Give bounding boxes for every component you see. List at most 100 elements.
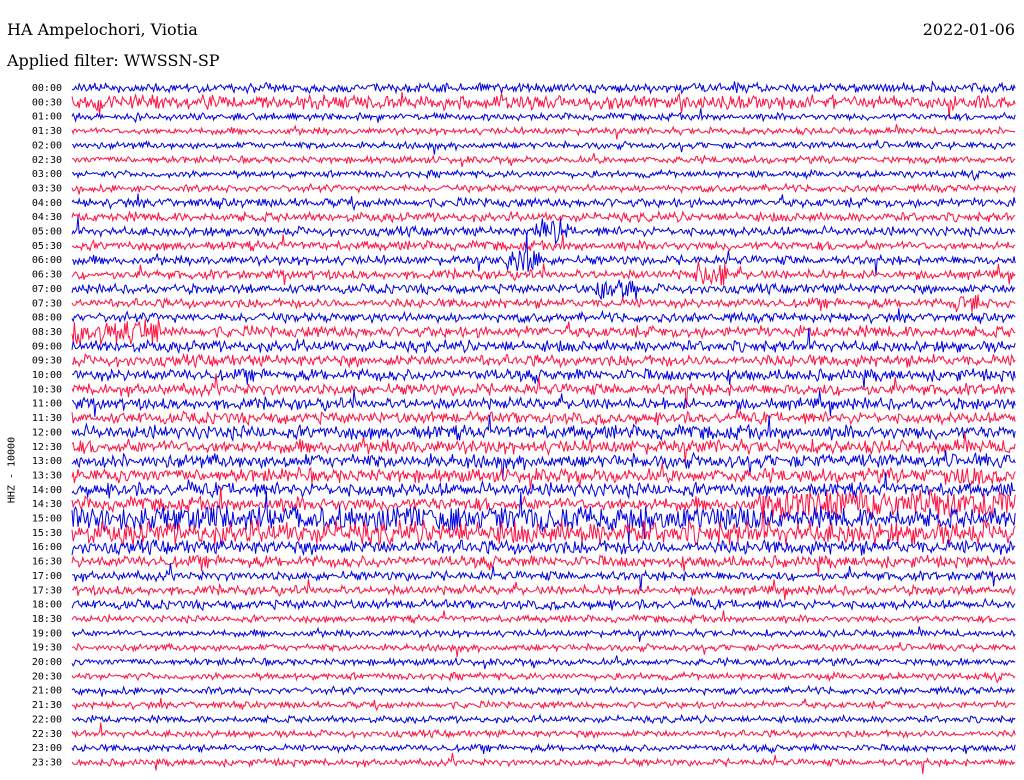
row-labels: 00:00 00:30 01:00 01:30 02:00 02:30 03:00 03:30… xyxy=(32,83,62,768)
trace-row-0300 xyxy=(71,168,1016,182)
trace-row-1830 xyxy=(71,610,1016,625)
row-label-0300: 03:00 xyxy=(32,169,62,180)
trace-row-0330 xyxy=(71,182,1016,195)
station-title: HA Ampelochori, Viotia xyxy=(7,20,198,39)
row-label-0400: 04:00 xyxy=(32,198,62,209)
trace-row-1930 xyxy=(71,642,1016,657)
trace-row-1800 xyxy=(71,595,1016,612)
row-label-1830: 18:30 xyxy=(32,614,62,625)
trace-row-2200 xyxy=(71,713,1016,725)
trace-row-1500 xyxy=(71,491,1016,545)
row-label-2100: 21:00 xyxy=(32,686,62,697)
row-label-0800: 08:00 xyxy=(32,313,62,324)
row-label-1900: 19:00 xyxy=(32,628,62,639)
trace-row-0400 xyxy=(71,193,1016,212)
row-label-1500: 15:00 xyxy=(32,514,62,525)
trace-row-0630 xyxy=(71,261,1016,286)
trace-row-0200 xyxy=(71,139,1016,155)
filter-label: Applied filter: WWSSN-SP xyxy=(7,51,220,70)
trace-row-1000 xyxy=(71,367,1016,389)
row-label-0330: 03:30 xyxy=(32,183,62,194)
trace-row-1530 xyxy=(71,495,1016,547)
row-label-0200: 02:00 xyxy=(32,140,62,151)
row-label-2200: 22:00 xyxy=(32,714,62,725)
trace-row-0900 xyxy=(71,327,1016,355)
row-label-0430: 04:30 xyxy=(32,212,62,223)
trace-row-0130 xyxy=(71,124,1016,140)
trace-row-0000 xyxy=(71,80,1016,95)
row-label-1700: 17:00 xyxy=(32,571,62,582)
trace-row-0930 xyxy=(71,352,1016,369)
row-label-1230: 12:30 xyxy=(32,442,62,453)
trace-row-0030 xyxy=(71,91,1016,119)
row-label-0030: 00:30 xyxy=(32,97,62,108)
row-label-0000: 00:00 xyxy=(32,83,62,94)
row-label-2330: 23:30 xyxy=(32,757,62,768)
trace-row-0500 xyxy=(71,216,1016,246)
row-label-2130: 21:30 xyxy=(32,700,62,711)
row-label-2230: 22:30 xyxy=(32,729,62,740)
trace-row-1200 xyxy=(71,415,1016,443)
trace-row-2100 xyxy=(71,684,1016,697)
trace-row-0430 xyxy=(71,209,1016,224)
row-label-0530: 05:30 xyxy=(32,241,62,252)
row-label-1100: 11:00 xyxy=(32,399,62,410)
row-label-0930: 09:30 xyxy=(32,356,62,367)
row-label-0900: 09:00 xyxy=(32,341,62,352)
trace-row-2130 xyxy=(71,698,1016,712)
trace-row-0730 xyxy=(71,294,1016,313)
trace-row-1600 xyxy=(71,538,1016,557)
trace-row-0830 xyxy=(71,319,1016,345)
trace-row-2030 xyxy=(71,670,1016,684)
seismic-traces xyxy=(71,80,1016,774)
row-label-0730: 07:30 xyxy=(32,298,62,309)
trace-row-2000 xyxy=(71,655,1016,670)
trace-row-0800 xyxy=(71,308,1016,325)
row-label-2300: 23:00 xyxy=(32,743,62,754)
row-label-1600: 16:00 xyxy=(32,542,62,553)
row-label-0600: 06:00 xyxy=(32,255,62,266)
row-label-1930: 19:30 xyxy=(32,643,62,654)
row-label-0500: 05:00 xyxy=(32,227,62,238)
trace-row-0100 xyxy=(71,108,1016,124)
trace-row-2300 xyxy=(71,742,1016,755)
row-label-0130: 01:30 xyxy=(32,126,62,137)
row-label-1800: 18:00 xyxy=(32,600,62,611)
trace-row-1330 xyxy=(71,462,1016,490)
trace-row-1700 xyxy=(71,563,1016,592)
row-label-1530: 15:30 xyxy=(32,528,62,539)
trace-row-1130 xyxy=(71,409,1016,427)
row-label-2030: 20:30 xyxy=(32,671,62,682)
trace-row-1900 xyxy=(71,626,1016,642)
date-label: 2022-01-06 xyxy=(922,20,1015,39)
row-label-1300: 13:00 xyxy=(32,456,62,467)
row-label-1630: 16:30 xyxy=(32,557,62,568)
trace-row-1300 xyxy=(71,450,1016,480)
row-label-0100: 01:00 xyxy=(32,112,62,123)
row-label-1000: 10:00 xyxy=(32,370,62,381)
row-label-1400: 14:00 xyxy=(32,485,62,496)
trace-row-1400 xyxy=(71,472,1016,500)
trace-row-0230 xyxy=(71,153,1016,167)
row-label-1200: 12:00 xyxy=(32,427,62,438)
row-label-0700: 07:00 xyxy=(32,284,62,295)
trace-row-0530 xyxy=(71,234,1016,253)
trace-row-0700 xyxy=(71,279,1016,300)
trace-row-1230 xyxy=(71,432,1016,464)
trace-row-2330 xyxy=(71,752,1016,774)
trace-row-1100 xyxy=(71,389,1016,417)
trace-row-1730 xyxy=(71,579,1016,601)
trace-row-1030 xyxy=(71,373,1016,409)
trace-row-1630 xyxy=(71,554,1016,576)
trace-row-2230 xyxy=(71,722,1016,740)
trace-row-1430 xyxy=(71,487,1016,520)
row-label-0230: 02:30 xyxy=(32,155,62,166)
row-label-1730: 17:30 xyxy=(32,585,62,596)
row-label-0630: 06:30 xyxy=(32,270,62,281)
row-label-1330: 13:30 xyxy=(32,470,62,481)
row-label-1130: 11:30 xyxy=(32,413,62,424)
row-label-1030: 10:30 xyxy=(32,384,62,395)
row-label-0830: 08:30 xyxy=(32,327,62,338)
row-label-1430: 14:30 xyxy=(32,499,62,510)
